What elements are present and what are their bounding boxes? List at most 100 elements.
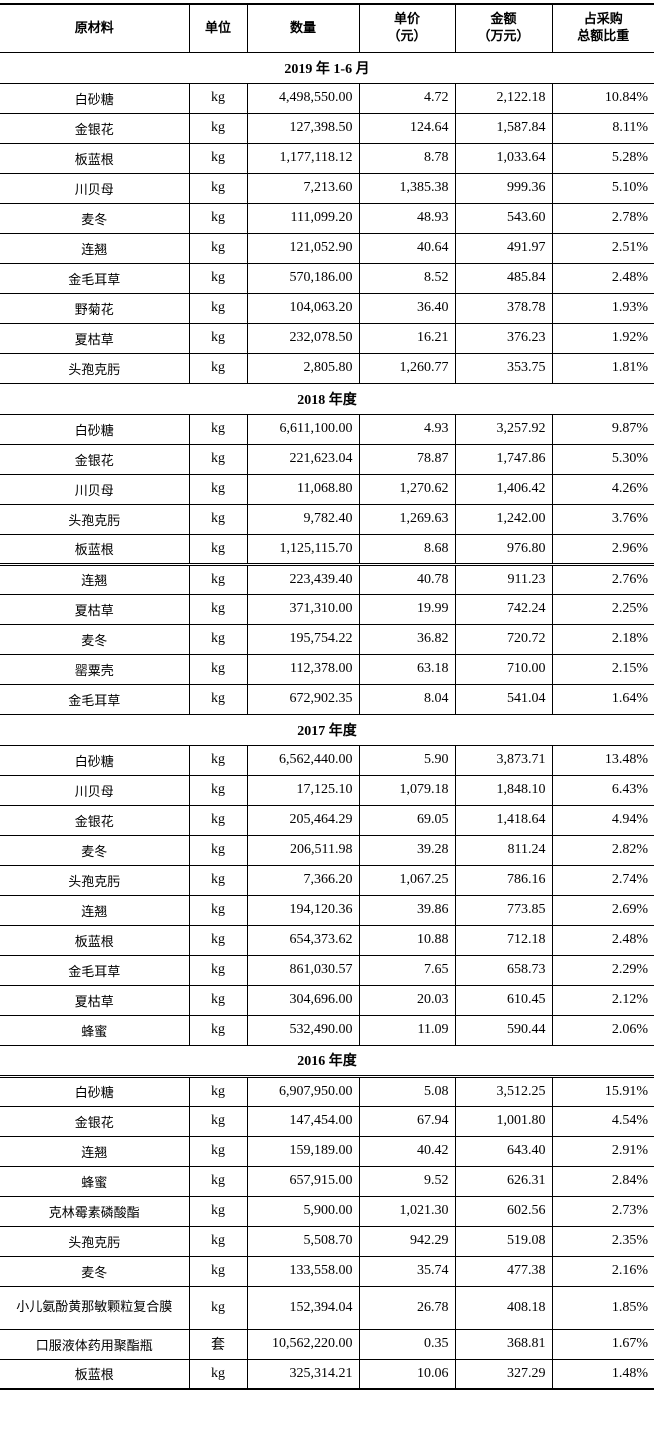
cell-unit-price: 39.86 xyxy=(358,894,456,926)
cell-material: 连翘 xyxy=(0,1135,190,1167)
cell-unit-price: 124.64 xyxy=(358,112,456,144)
cell-quantity: 152,394.04 xyxy=(246,1285,360,1330)
cell-unit-price: 35.74 xyxy=(358,1255,456,1287)
cell-unit-price: 36.82 xyxy=(358,623,456,655)
cell-quantity: 654,373.62 xyxy=(246,924,360,956)
cell-amount: 710.00 xyxy=(454,653,553,685)
cell-quantity: 325,314.21 xyxy=(246,1358,360,1390)
cell-material: 板蓝根 xyxy=(0,142,190,174)
cell-amount: 541.04 xyxy=(454,683,553,715)
cell-unit-price: 48.93 xyxy=(358,202,456,234)
cell-material: 麦冬 xyxy=(0,202,190,234)
cell-amount: 602.56 xyxy=(454,1195,553,1227)
cell-unit-price: 8.04 xyxy=(358,683,456,715)
section-title: 2018 年度 xyxy=(0,382,654,415)
table-row: 麦冬 kg 133,558.00 35.74 477.38 2.16% xyxy=(0,1255,654,1287)
cell-amount: 811.24 xyxy=(454,834,553,866)
table-row: 麦冬 kg 206,511.98 39.28 811.24 2.82% xyxy=(0,834,654,866)
cell-ratio: 1.67% xyxy=(551,1328,654,1360)
cell-amount: 626.31 xyxy=(454,1165,553,1197)
cell-quantity: 205,464.29 xyxy=(246,804,360,836)
cell-amount: 590.44 xyxy=(454,1014,553,1046)
cell-amount: 327.29 xyxy=(454,1358,553,1390)
cell-material: 夏枯草 xyxy=(0,322,190,354)
cell-unit-price: 1,260.77 xyxy=(358,352,456,384)
cell-amount: 2,122.18 xyxy=(454,82,553,114)
table-row: 金银花 kg 147,454.00 67.94 1,001.80 4.54% xyxy=(0,1105,654,1137)
cell-material: 连翘 xyxy=(0,562,190,595)
cell-ratio: 10.84% xyxy=(551,82,654,114)
table-row: 金毛耳草 kg 570,186.00 8.52 485.84 2.48% xyxy=(0,262,654,294)
cell-unit: kg xyxy=(188,562,248,595)
cell-quantity: 6,907,950.00 xyxy=(246,1074,360,1107)
cell-material: 金毛耳草 xyxy=(0,683,190,715)
cell-quantity: 10,562,220.00 xyxy=(246,1328,360,1360)
cell-quantity: 121,052.90 xyxy=(246,232,360,264)
cell-unit-price: 8.68 xyxy=(358,533,456,565)
cell-ratio: 1.85% xyxy=(551,1285,654,1330)
header-ratio: 占采购 总额比重 xyxy=(551,3,654,53)
cell-unit: kg xyxy=(188,1135,248,1167)
cell-unit-price: 26.78 xyxy=(358,1285,456,1330)
cell-quantity: 221,623.04 xyxy=(246,443,360,475)
cell-unit-price: 11.09 xyxy=(358,1014,456,1046)
cell-material: 野菊花 xyxy=(0,292,190,324)
table-row: 克林霉素磷酸酯 kg 5,900.00 1,021.30 602.56 2.73% xyxy=(0,1195,654,1227)
table-row: 连翘 kg 223,439.40 40.78 911.23 2.76% xyxy=(0,562,654,595)
table-row: 头孢克肟 kg 9,782.40 1,269.63 1,242.00 3.76% xyxy=(0,503,654,535)
cell-unit-price: 9.52 xyxy=(358,1165,456,1197)
cell-ratio: 2.06% xyxy=(551,1014,654,1046)
cell-unit-price: 36.40 xyxy=(358,292,456,324)
cell-unit-price: 1,021.30 xyxy=(358,1195,456,1227)
cell-ratio: 2.16% xyxy=(551,1255,654,1287)
cell-ratio: 2.73% xyxy=(551,1195,654,1227)
cell-unit: kg xyxy=(188,1358,248,1390)
cell-quantity: 1,125,115.70 xyxy=(246,533,360,565)
cell-material: 夏枯草 xyxy=(0,984,190,1016)
cell-material: 川贝母 xyxy=(0,774,190,806)
cell-ratio: 13.48% xyxy=(551,744,654,776)
cell-amount: 610.45 xyxy=(454,984,553,1016)
cell-material: 板蓝根 xyxy=(0,924,190,956)
cell-unit: kg xyxy=(188,1195,248,1227)
cell-quantity: 672,902.35 xyxy=(246,683,360,715)
cell-amount: 1,587.84 xyxy=(454,112,553,144)
cell-material: 夏枯草 xyxy=(0,593,190,625)
cell-amount: 1,747.86 xyxy=(454,443,553,475)
cell-unit: kg xyxy=(188,262,248,294)
raw-material-procurement-table: 原材料 单位 数量 单价 （元） 金额 （万元） 占采购 总额比重 2019 年… xyxy=(0,3,654,1390)
cell-amount: 976.80 xyxy=(454,533,553,565)
cell-unit: kg xyxy=(188,744,248,776)
cell-ratio: 15.91% xyxy=(551,1074,654,1107)
cell-amount: 477.38 xyxy=(454,1255,553,1287)
table-row: 夏枯草 kg 232,078.50 16.21 376.23 1.92% xyxy=(0,322,654,354)
cell-material: 麦冬 xyxy=(0,834,190,866)
cell-unit: kg xyxy=(188,623,248,655)
cell-amount: 1,418.64 xyxy=(454,804,553,836)
cell-amount: 1,406.42 xyxy=(454,473,553,505)
cell-ratio: 2.82% xyxy=(551,834,654,866)
cell-quantity: 532,490.00 xyxy=(246,1014,360,1046)
header-unit: 单位 xyxy=(188,3,248,53)
cell-amount: 643.40 xyxy=(454,1135,553,1167)
table-row: 金毛耳草 kg 672,902.35 8.04 541.04 1.64% xyxy=(0,683,654,715)
cell-amount: 519.08 xyxy=(454,1225,553,1257)
cell-unit-price: 40.64 xyxy=(358,232,456,264)
cell-ratio: 2.84% xyxy=(551,1165,654,1197)
table-row: 川贝母 kg 17,125.10 1,079.18 1,848.10 6.43% xyxy=(0,774,654,806)
cell-quantity: 657,915.00 xyxy=(246,1165,360,1197)
cell-quantity: 206,511.98 xyxy=(246,834,360,866)
cell-unit-price: 39.28 xyxy=(358,834,456,866)
cell-amount: 1,848.10 xyxy=(454,774,553,806)
table-row: 麦冬 kg 111,099.20 48.93 543.60 2.78% xyxy=(0,202,654,234)
cell-unit: kg xyxy=(188,1225,248,1257)
table-row: 板蓝根 kg 325,314.21 10.06 327.29 1.48% xyxy=(0,1358,654,1390)
cell-amount: 720.72 xyxy=(454,623,553,655)
cell-unit-price: 69.05 xyxy=(358,804,456,836)
table-row: 连翘 kg 159,189.00 40.42 643.40 2.91% xyxy=(0,1135,654,1167)
cell-material: 川贝母 xyxy=(0,473,190,505)
cell-unit: kg xyxy=(188,352,248,384)
cell-unit: kg xyxy=(188,864,248,896)
cell-unit: kg xyxy=(188,1255,248,1287)
cell-quantity: 159,189.00 xyxy=(246,1135,360,1167)
